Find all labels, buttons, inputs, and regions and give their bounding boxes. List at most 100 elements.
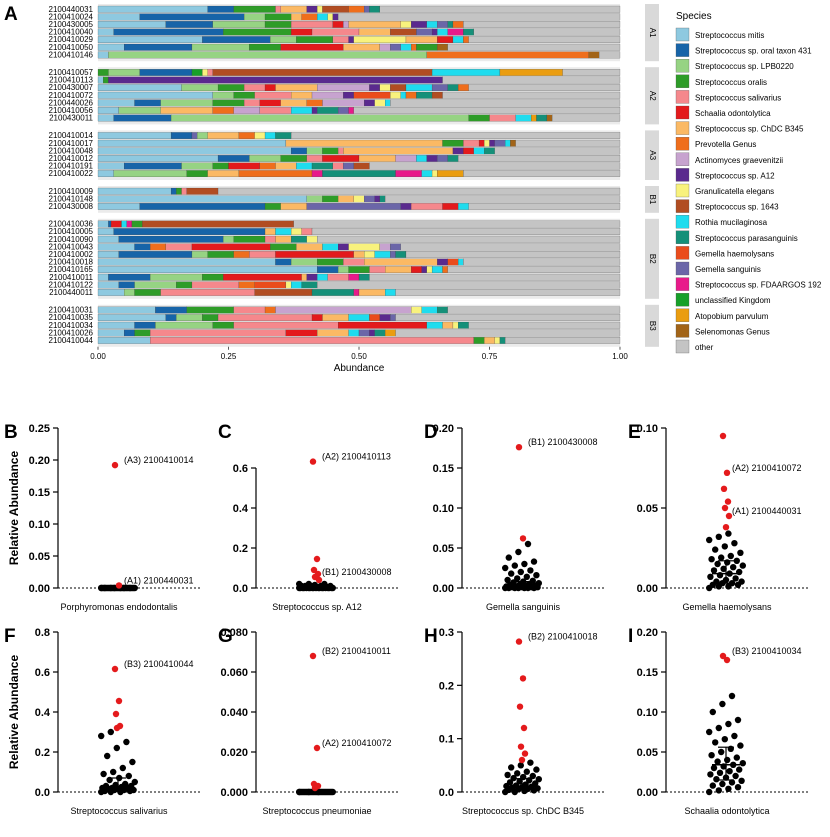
bar-segment [97, 266, 318, 273]
data-point [502, 564, 509, 572]
bar-segment [254, 132, 266, 139]
bar-segment [447, 28, 464, 36]
bar-segment [343, 91, 354, 99]
bar-segment [338, 243, 349, 251]
bar-segment [202, 314, 219, 321]
data-point [535, 580, 542, 587]
legend-entry: Streptococcus parasanguinis [695, 234, 798, 243]
bar-segment [244, 84, 266, 92]
sample-id-label: 2100410050 [49, 43, 94, 52]
bar-segment [463, 21, 621, 28]
legend-swatch [675, 121, 690, 135]
bar-segment [458, 258, 464, 266]
legend-entry: Streptococcus sp. LPB0220 [695, 62, 794, 71]
bar-segment [364, 251, 375, 258]
bar-segment [374, 251, 391, 258]
sample-id-label: 2100430007 [49, 83, 94, 92]
panel-letter: E [628, 422, 641, 443]
outlier-point [313, 744, 321, 752]
y-tick-label: 0.020 [220, 747, 248, 759]
bar-segment [588, 51, 600, 59]
outlier-point [721, 504, 729, 512]
bar-segment [170, 132, 193, 139]
outlier-point [111, 461, 119, 469]
data-point [712, 546, 719, 553]
bar-segment [379, 314, 391, 321]
y-tick-label: 0.20 [433, 423, 454, 435]
x-axis-title: Schaalia odontolytica [684, 806, 769, 816]
legend-entry: Atopobium parvulum [695, 312, 769, 321]
data-point [733, 557, 740, 564]
outlier-point [517, 743, 525, 750]
data-point [517, 762, 524, 769]
y-tick-label: 0.2 [233, 543, 248, 555]
outlier-point [115, 582, 123, 589]
y-tick-label: 0.05 [29, 551, 50, 563]
bar-segment [123, 329, 135, 337]
data-point [726, 768, 733, 775]
bar-segment [238, 132, 255, 139]
y-tick-label: 0.20 [637, 627, 658, 639]
data-point [533, 572, 540, 579]
data-point [715, 724, 722, 732]
sample-id-label: 2100410113 [49, 76, 93, 85]
legend-entry: Streptococcus oralis [695, 78, 767, 87]
bar-segment [405, 251, 621, 258]
bar-segment [306, 99, 323, 107]
bar-segment [191, 69, 203, 76]
outlier-point [311, 784, 319, 792]
bar-segment [442, 76, 621, 84]
data-point [534, 785, 541, 792]
bar-segment [97, 91, 213, 99]
y-tick-label: 0.3 [439, 627, 454, 639]
outlier-annotation: (B1) 2100430008 [322, 567, 392, 577]
bar-segment [400, 203, 412, 210]
bar-segment [97, 139, 287, 147]
data-point [527, 759, 534, 766]
x-axis-title: Porphyromonas endodontalis [60, 602, 178, 612]
data-point [719, 700, 726, 708]
data-point [732, 575, 739, 582]
bar-segment [139, 69, 193, 76]
sample-id-label: 2100410148 [49, 194, 94, 203]
data-point [738, 578, 745, 585]
bar-segment [431, 91, 443, 99]
sample-id-label: 2100410036 [49, 220, 94, 229]
bar-segment [332, 21, 344, 28]
data-point [733, 754, 740, 761]
bar-segment [244, 99, 260, 107]
y-tick-label: 0.0 [35, 787, 50, 799]
data-point [709, 782, 716, 789]
panel-letter: G [218, 626, 233, 647]
bar-segment [426, 155, 438, 162]
panel-letter: A [4, 4, 18, 25]
legend-swatch [675, 27, 690, 42]
data-point [728, 779, 736, 786]
bar-segment [348, 266, 370, 273]
data-point [535, 776, 542, 783]
bar-segment [212, 91, 234, 99]
legend-swatch [675, 324, 690, 338]
bar-segment [291, 28, 313, 36]
bar-segment [426, 321, 443, 329]
bar-segment [317, 13, 328, 21]
bar-segment [332, 162, 344, 170]
sample-id-label: 2100410012 [49, 154, 94, 163]
data-point [725, 785, 732, 792]
bar-segment [546, 114, 553, 122]
y-tick-label: 0.2 [35, 747, 50, 759]
bar-segment [348, 5, 365, 13]
bar-segment [437, 258, 448, 266]
bar-segment [126, 220, 133, 228]
y-tick-label: 0.00 [637, 583, 658, 595]
y-tick-label: 0.00 [637, 787, 658, 799]
sample-id-label: 2100410009 [49, 187, 94, 196]
bar-segment [97, 147, 292, 155]
bar-segment [353, 162, 370, 170]
data-point [296, 788, 303, 796]
bar-segment [338, 266, 349, 273]
bar-segment [217, 155, 250, 162]
bar-segment [113, 28, 224, 36]
bar-segment [301, 281, 318, 289]
bar-segment [364, 99, 375, 107]
